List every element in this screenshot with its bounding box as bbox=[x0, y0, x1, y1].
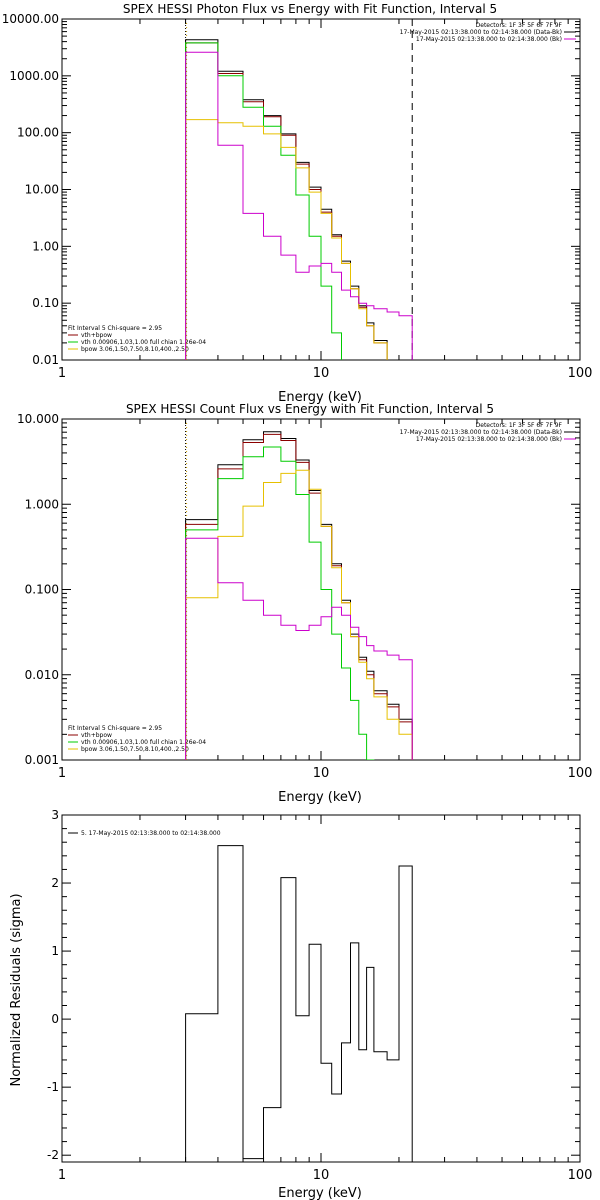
y-tick-label: -2 bbox=[47, 1148, 59, 1162]
legend-right-entry: 17-May-2015 02:13:38.000 to 02:14:38.000… bbox=[416, 36, 562, 43]
y-tick-label: 10000.00 bbox=[2, 12, 59, 26]
residuals-x-axis-label: Energy (keV) bbox=[278, 1186, 362, 1200]
x-tick-label: 10 bbox=[313, 1168, 330, 1183]
x-tick-label: 1 bbox=[58, 1168, 66, 1183]
legend-right-entry: 17-May-2015 02:13:38.000 to 02:14:38.000… bbox=[400, 429, 562, 436]
photon-legend-left: Fit Interval 5 Chi-square = 2.95vth+bpow… bbox=[68, 325, 206, 353]
legend-left-entry: vth+bpow bbox=[81, 732, 112, 739]
series-vth-0-00906-1-03-1-00-full-chian-1-26e-0-line bbox=[185, 446, 413, 760]
legend-left-entry: Fit Interval 5 Chi-square = 2.95 bbox=[68, 725, 162, 732]
legend-left-entry: bpow 3.06,1.50,7.50,8.10,400.,2.50 bbox=[81, 746, 189, 753]
photon-panel-title: SPEX HESSI Photon Flux vs Energy with Fi… bbox=[123, 2, 497, 16]
y-tick-label: 1000.00 bbox=[9, 69, 59, 83]
y-tick-label: 0.010 bbox=[25, 668, 59, 682]
count-panel-title: SPEX HESSI Count Flux vs Energy with Fit… bbox=[126, 402, 494, 416]
series-bpow-3-06-1-50-7-50-8-10-400-2-50-line bbox=[185, 119, 413, 360]
legend-left-entry: vth 0.00906,1.03,1.00 full chian 1.26e-0… bbox=[81, 739, 206, 746]
series-17-may-2015-02-13-38-000-to-02-14-38-000-line bbox=[185, 51, 413, 360]
series-17-may-2015-02-13-38-000-to-02-14-38-000-line bbox=[185, 39, 413, 360]
x-tick-label: 1 bbox=[58, 366, 66, 381]
x-tick-label: 10 bbox=[313, 766, 330, 781]
y-tick-label: 1.00 bbox=[32, 239, 59, 253]
legend-left-entry: Fit Interval 5 Chi-square = 2.95 bbox=[68, 325, 162, 332]
y-tick-label: 0.001 bbox=[25, 753, 59, 767]
series-17-may-2015-02-13-38-000-to-02-14-38-000-line bbox=[185, 537, 413, 760]
legend-left-entry: vth+bpow bbox=[81, 332, 112, 339]
count-x-axis-label: Energy (keV) bbox=[278, 790, 362, 805]
y-tick-label: 10.000 bbox=[17, 412, 59, 426]
count-flux-panel: SPEX HESSI Count Flux vs Energy with Fit… bbox=[17, 402, 592, 805]
series-5-17-may-2015-02-13-38-000-to-02-14-38-0-line bbox=[185, 845, 413, 1162]
legend-left-entry: bpow 3.06,1.50,7.50,8.10,400.,2.50 bbox=[81, 346, 189, 353]
series-17-may-2015-02-13-38-000-to-02-14-38-000-line bbox=[185, 431, 413, 760]
y-tick-label: 100.00 bbox=[17, 126, 59, 140]
series-vth-bpow-line bbox=[185, 42, 413, 360]
y-tick-label: -1 bbox=[47, 1080, 59, 1094]
x-tick-label: 10 bbox=[313, 366, 330, 381]
photon-legend-right: Detectors: 1F 3F 5F 6F 7F 9F17-May-2015 … bbox=[400, 22, 576, 43]
count-legend-right: Detectors: 1F 3F 5F 6F 7F 9F17-May-2015 … bbox=[400, 422, 576, 443]
residuals-y-axis-label: Normalized Residuals (sigma) bbox=[9, 893, 24, 1086]
photon-flux-panel: SPEX HESSI Photon Flux vs Energy with Fi… bbox=[2, 2, 593, 405]
y-tick-label: 0.10 bbox=[32, 296, 59, 310]
series-group bbox=[185, 431, 413, 760]
y-tick-label: 0 bbox=[51, 1012, 59, 1026]
photon-x-axis-label: Energy (keV) bbox=[278, 390, 362, 405]
series-vth-bpow-line bbox=[185, 433, 413, 760]
x-tick-label: 100 bbox=[568, 1168, 593, 1183]
legend-left-entry: vth 0.00906,1.03,1.00 full chian 1.26e-0… bbox=[81, 339, 206, 346]
series-group bbox=[185, 845, 413, 1162]
x-tick-label: 1 bbox=[58, 766, 66, 781]
legend-right-entry: 17-May-2015 02:13:38.000 to 02:14:38.000… bbox=[416, 436, 562, 443]
y-tick-label: 10.00 bbox=[25, 183, 59, 197]
y-tick-label: 1 bbox=[51, 944, 59, 958]
y-tick-label: 3 bbox=[51, 808, 59, 822]
legend-right-entry: Detectors: 1F 3F 5F 6F 7F 9F bbox=[476, 422, 563, 429]
x-tick-label: 100 bbox=[568, 766, 593, 781]
y-tick-label: 0.100 bbox=[25, 583, 59, 597]
residuals-legend: 5. 17-May-2015 02:13:38.000 to 02:14:38.… bbox=[68, 830, 221, 837]
legend-right-entry: Detectors: 1F 3F 5F 6F 7F 9F bbox=[476, 22, 563, 29]
series-vth-0-00906-1-03-1-00-full-chian-1-26e-0-line bbox=[185, 42, 413, 360]
x-tick-label: 100 bbox=[568, 366, 593, 381]
count-legend-left: Fit Interval 5 Chi-square = 2.95vth+bpow… bbox=[68, 725, 206, 753]
legend-right-entry: 17-May-2015 02:13:38.000 to 02:14:38.000… bbox=[400, 29, 562, 36]
series-group bbox=[185, 39, 413, 360]
legend-left-entry: 5. 17-May-2015 02:13:38.000 to 02:14:38.… bbox=[81, 830, 221, 837]
residuals-panel: Energy (keV) Normalized Residuals (sigma… bbox=[9, 808, 592, 1200]
y-tick-label: 0.01 bbox=[32, 353, 59, 367]
y-tick-label: 1.000 bbox=[25, 497, 59, 511]
y-tick-label: 2 bbox=[51, 876, 59, 890]
series-bpow-3-06-1-50-7-50-8-10-400-2-50-line bbox=[185, 469, 413, 760]
